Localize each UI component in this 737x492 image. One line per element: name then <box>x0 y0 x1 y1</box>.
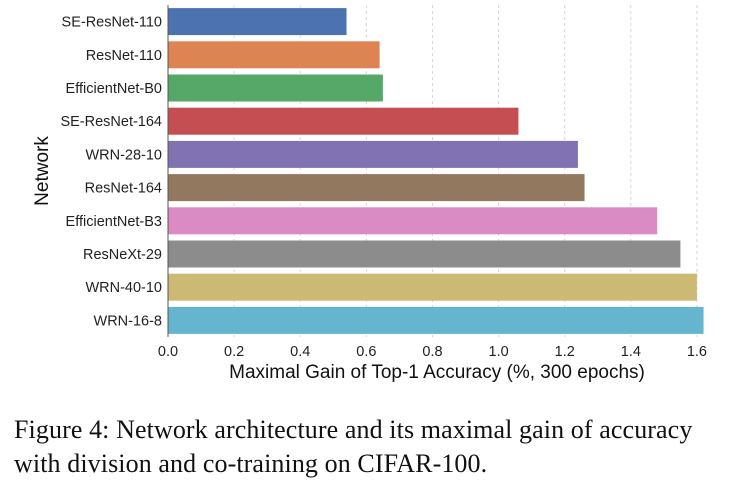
x-tick-label: 1.0 <box>489 344 509 360</box>
y-tick-label: EfficientNet-B0 <box>66 81 162 97</box>
bar-resnet-110 <box>168 41 380 69</box>
y-tick-label: WRN-40-10 <box>85 280 162 296</box>
x-tick-label: 0.4 <box>290 344 310 360</box>
y-tick-label: EfficientNet-B3 <box>66 214 162 230</box>
x-tick-label: 1.4 <box>621 344 641 360</box>
y-tick-label: WRN-16-8 <box>94 313 162 329</box>
x-tick-label: 0.6 <box>356 344 376 360</box>
bar-resnet-164 <box>168 174 585 202</box>
y-axis-title: Network <box>32 136 53 206</box>
y-tick-label: SE-ResNet-110 <box>62 15 162 31</box>
y-tick-label: ResNeXt-29 <box>83 247 162 263</box>
y-tick-label: WRN-28-10 <box>85 147 162 163</box>
x-tick-label: 0.0 <box>158 344 178 360</box>
bar-se-resnet-110 <box>168 8 347 36</box>
x-axis-title: Maximal Gain of Top-1 Accuracy (%, 300 e… <box>229 362 645 383</box>
y-tick-label: ResNet-164 <box>85 181 162 197</box>
chart-area: 0.0 0.2 0.4 0.6 0.8 1.0 1.2 1.4 1.6 SE-ResNet-110… <box>32 5 707 383</box>
bar-resnext-29 <box>168 240 681 268</box>
x-tick-label: 1.6 <box>687 344 707 360</box>
x-tick-label: 0.2 <box>224 344 244 360</box>
bar-wrn-16-8 <box>168 306 704 334</box>
bar-se-resnet-164 <box>168 107 519 135</box>
bar-chart: 0.0 0.2 0.4 0.6 0.8 1.0 1.2 1.4 1.6 SE-ResNet-110… <box>32 5 707 383</box>
x-tick-label: 0.8 <box>422 344 442 360</box>
x-tick-label: 1.2 <box>555 344 575 360</box>
bar-wrn-40-10 <box>168 273 697 301</box>
bar-wrn-28-10 <box>168 140 578 168</box>
y-tick-label: ResNet-110 <box>86 48 162 64</box>
y-tick-label: SE-ResNet-164 <box>60 114 162 130</box>
figure-caption: Figure 4: Network architecture and its m… <box>14 415 693 478</box>
bar-efficientnet-b0 <box>168 74 383 102</box>
bar-efficientnet-b3 <box>168 207 658 235</box>
